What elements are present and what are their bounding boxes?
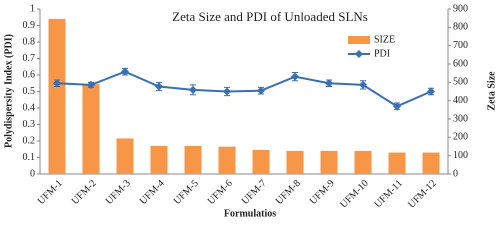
marker [325,79,333,88]
chart: Zeta Size and PDI of Unloaded SLNs Formu… [3,3,497,219]
x-tick-label: UFM-7 [240,178,269,207]
bar [218,146,236,174]
y2-tick-label: 0 [453,168,458,179]
x-tick-label: UFM-11 [372,178,404,210]
legend-label: PDI [374,48,390,59]
chart-title: Zeta Size and PDI of Unloaded SLNs [172,9,368,24]
bar [286,150,304,174]
legend-swatch [355,50,363,58]
x-tick-label: UFM-4 [138,178,167,207]
bar [48,18,66,175]
y2-tick-label: 600 [453,58,468,69]
bar [184,145,202,174]
bar [150,145,168,174]
x-tick-label: UFM-12 [406,178,439,211]
bar [422,152,440,174]
x-axis-title: Formulatios [224,208,276,219]
y-axis-title: Polydispersity Index (PDI) [3,34,14,148]
x-tick-label: UFM-10 [338,178,371,211]
y2-tick-label: 700 [453,40,468,51]
marker [155,82,163,91]
y-tick-label: 0.5 [23,86,36,97]
bar [388,152,406,174]
marker [53,79,61,88]
marker [223,87,231,96]
marker [257,86,265,95]
y-tick-label: 0 [30,168,35,179]
x-tick-label: UFM-8 [274,178,303,207]
marker [87,80,95,89]
y-tick-label: 0.1 [23,152,36,163]
y-tick-label: 0.9 [23,20,36,31]
y-tick-label: 0.3 [23,119,36,130]
x-tick-label: UFM-2 [70,178,99,207]
x-tick-label: UFM-1 [36,178,65,207]
bar [252,149,270,174]
y2-tick-label: 500 [453,77,468,88]
marker [121,67,129,76]
marker [189,85,197,94]
legend-swatch [348,36,370,44]
bar [82,84,100,174]
y-tick-label: 0.8 [23,36,36,47]
bar [354,150,372,174]
x-tick-label: UFM-3 [104,178,133,207]
marker [427,87,435,96]
line [56,70,432,108]
y2-tick-label: 400 [453,95,468,106]
marker [393,102,401,111]
marker [359,80,367,89]
y-tick-label: 0.7 [23,53,36,64]
y2-tick-label: 200 [453,132,468,143]
y2-axis-title: Zeta Size [486,71,497,111]
y-tick-label: 0.2 [23,135,36,146]
x-tick-label: UFM-6 [206,178,235,207]
y-tick-label: 0.4 [23,102,36,113]
y2-tick-label: 900 [453,3,468,14]
legend-label: SIZE [374,34,395,45]
y2-tick-label: 300 [453,113,468,124]
bar [320,150,338,174]
y-tick-label: 1 [30,3,35,14]
y-tick-label: 0.6 [23,69,36,80]
x-tick-label: UFM-9 [308,178,337,207]
bar [116,138,134,174]
y2-tick-label: 800 [453,22,468,33]
marker [291,72,299,81]
y2-tick-label: 100 [453,150,468,161]
x-tick-label: UFM-5 [172,178,201,207]
